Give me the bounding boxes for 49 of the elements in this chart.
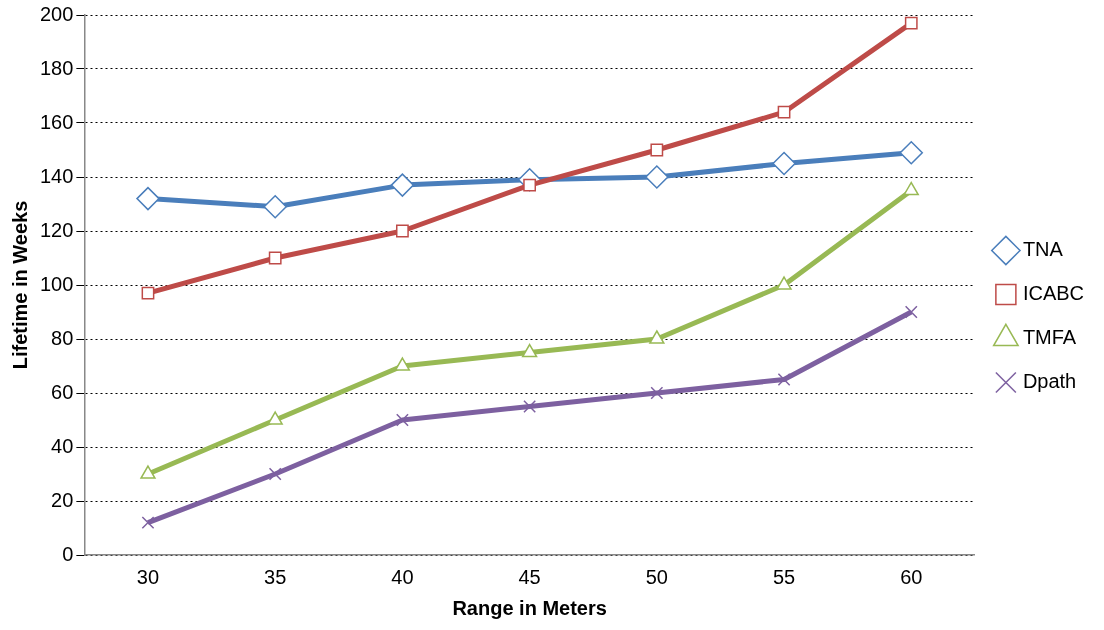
point xyxy=(772,151,796,176)
point xyxy=(904,16,918,30)
point xyxy=(645,165,669,189)
point xyxy=(649,330,665,344)
point xyxy=(136,186,160,211)
point xyxy=(899,140,924,165)
point xyxy=(903,181,919,196)
y-tick-label: 200 xyxy=(39,2,74,25)
point xyxy=(268,251,282,265)
point xyxy=(650,143,664,157)
legend-label: TNA xyxy=(1022,238,1064,261)
point xyxy=(141,286,155,300)
legend-label: ICABC xyxy=(1022,282,1084,305)
y-tick-label: 40 xyxy=(51,434,74,457)
legend-label: TMFA xyxy=(1022,326,1077,349)
y-tick-label: 180 xyxy=(39,56,74,79)
x-tick-label: 35 xyxy=(264,565,287,588)
x-tick-label: 50 xyxy=(645,565,668,588)
point xyxy=(141,516,155,530)
y-tick-label: 120 xyxy=(39,218,74,241)
point xyxy=(777,105,791,119)
point xyxy=(268,467,282,481)
point xyxy=(140,465,156,479)
point xyxy=(904,305,918,319)
point xyxy=(267,411,283,425)
legend-label: Dpath xyxy=(1022,370,1077,393)
point xyxy=(523,400,537,413)
point xyxy=(521,343,538,358)
point xyxy=(650,386,664,400)
y-tick-label: 0 xyxy=(62,542,74,565)
point xyxy=(263,194,287,219)
x-axis-title: Range in Meters xyxy=(452,596,607,619)
y-tick-label: 160 xyxy=(39,110,74,133)
y-tick-label: 80 xyxy=(51,326,74,349)
point xyxy=(396,413,409,427)
point xyxy=(776,276,792,290)
y-tick-label: 20 xyxy=(51,488,74,511)
y-tick-label: 100 xyxy=(39,272,74,295)
x-tick-label: 30 xyxy=(136,565,160,588)
x-tick-label: 45 xyxy=(518,565,541,588)
x-tick-label: 40 xyxy=(391,565,414,588)
point xyxy=(390,173,415,197)
point xyxy=(396,224,409,238)
point xyxy=(777,373,791,386)
y-tick-label: 140 xyxy=(39,164,74,187)
y-tick-label: 60 xyxy=(51,380,74,403)
y-axis-title: Lifetime in Weeks xyxy=(8,200,31,370)
x-tick-label: 60 xyxy=(900,565,923,588)
x-tick-label: 55 xyxy=(772,565,796,588)
